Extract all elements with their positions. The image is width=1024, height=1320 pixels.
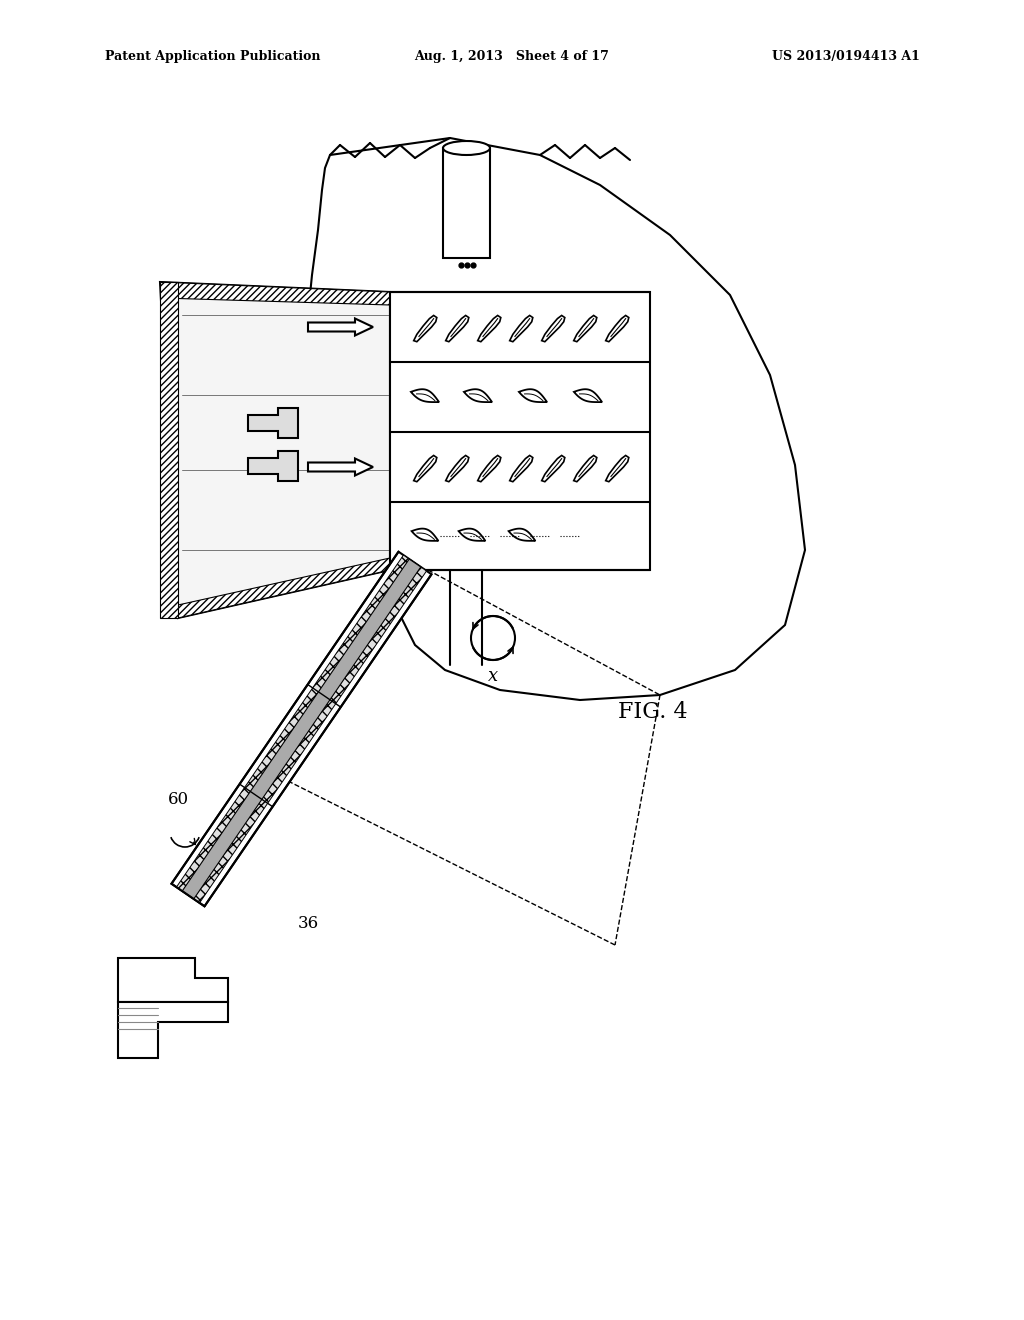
Polygon shape [519, 389, 547, 403]
Polygon shape [459, 528, 485, 541]
Text: Aug. 1, 2013   Sheet 4 of 17: Aug. 1, 2013 Sheet 4 of 17 [415, 50, 609, 63]
Text: FIG. 4: FIG. 4 [618, 701, 688, 723]
Polygon shape [606, 315, 629, 342]
Text: 60: 60 [168, 792, 189, 808]
Polygon shape [118, 1002, 228, 1059]
Polygon shape [160, 282, 178, 618]
Polygon shape [478, 455, 501, 482]
Polygon shape [414, 315, 437, 342]
Polygon shape [445, 455, 469, 482]
Polygon shape [160, 282, 390, 305]
Text: Patent Application Publication: Patent Application Publication [105, 50, 321, 63]
Bar [390, 292, 650, 570]
Polygon shape [178, 558, 390, 618]
Polygon shape [510, 455, 532, 482]
FancyArrow shape [308, 458, 373, 475]
Polygon shape [160, 282, 390, 618]
Polygon shape [573, 315, 597, 342]
Polygon shape [412, 528, 438, 541]
Polygon shape [171, 552, 431, 907]
Text: 36: 36 [298, 915, 319, 932]
Text: x: x [488, 667, 498, 685]
Polygon shape [573, 389, 602, 403]
Polygon shape [445, 315, 469, 342]
Polygon shape [414, 455, 437, 482]
Bar [443, 148, 490, 257]
Polygon shape [464, 389, 493, 403]
Polygon shape [411, 389, 439, 403]
Polygon shape [478, 315, 501, 342]
FancyArrow shape [308, 318, 373, 335]
Polygon shape [248, 451, 298, 480]
Polygon shape [509, 528, 536, 541]
Polygon shape [542, 455, 565, 482]
Polygon shape [248, 408, 298, 438]
Ellipse shape [443, 141, 490, 154]
Polygon shape [176, 556, 427, 903]
Polygon shape [573, 455, 597, 482]
Polygon shape [118, 958, 228, 1002]
Polygon shape [606, 455, 629, 482]
Polygon shape [510, 315, 532, 342]
Polygon shape [182, 560, 421, 899]
Polygon shape [308, 139, 805, 700]
Polygon shape [542, 315, 565, 342]
Text: US 2013/0194413 A1: US 2013/0194413 A1 [772, 50, 920, 63]
